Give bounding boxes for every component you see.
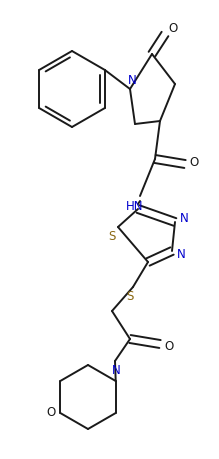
Text: N: N [180, 213, 188, 225]
Text: O: O [168, 22, 178, 35]
Text: S: S [126, 290, 134, 302]
Text: O: O [164, 340, 174, 353]
Text: N: N [177, 247, 185, 261]
Text: N: N [128, 74, 136, 88]
Text: O: O [189, 156, 199, 168]
Text: N: N [112, 364, 120, 376]
Text: HN: HN [126, 200, 144, 213]
Text: O: O [47, 405, 56, 419]
Text: S: S [108, 230, 116, 244]
